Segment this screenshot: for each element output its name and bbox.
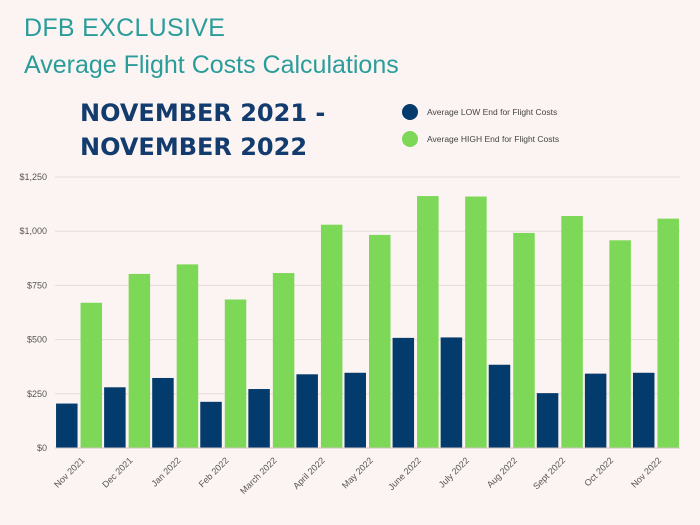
legend-label-high: Average HIGH End for Flight Costs [427, 134, 560, 144]
bar-high [272, 273, 295, 448]
bar-low [296, 374, 318, 448]
x-tick-label: Jan 2022 [149, 455, 182, 488]
bar-high [561, 216, 583, 448]
date-range-headline: NOVEMBER 2021 - NOVEMBER 2022 [80, 99, 326, 161]
bar-high [320, 224, 343, 448]
legend: Average LOW End for Flight Costs Average… [402, 103, 559, 157]
legend-item-low: Average LOW End for Flight Costs [402, 103, 559, 121]
bar-high [80, 302, 103, 448]
x-tick-label: April 2022 [291, 455, 327, 491]
x-tick-label: March 2022 [238, 455, 279, 496]
legend-swatch-high [402, 131, 418, 147]
bar-low [344, 372, 366, 448]
bar-low [248, 389, 270, 448]
x-tick-label: Aug 2022 [485, 455, 519, 489]
bar-high [513, 232, 535, 448]
y-tick-label: $250 [27, 389, 47, 399]
x-tick-label: Nov 2022 [629, 455, 663, 489]
bar-low [488, 364, 511, 448]
y-tick-label: $0 [37, 443, 47, 453]
bar-low [392, 337, 415, 448]
bar-high [128, 273, 151, 448]
x-tick-label: Sept 2022 [531, 455, 567, 491]
bar-low [152, 377, 174, 448]
bar-high [657, 218, 679, 448]
bar-high [609, 240, 631, 448]
bar-high [224, 299, 247, 448]
bar-high [176, 264, 199, 448]
x-tick-label: Oct 2022 [582, 455, 615, 488]
x-tick-label: Dec 2021 [100, 455, 134, 489]
bar-high [465, 196, 487, 448]
chart-subtitle: Average Flight Costs Calculations [24, 51, 399, 79]
bar-high [417, 196, 439, 448]
y-tick-label: $500 [27, 335, 47, 345]
bar-high [369, 234, 391, 448]
x-tick-label: Feb 2022 [197, 455, 231, 489]
y-tick-label: $1,000 [19, 226, 47, 236]
kicker-title: DFB EXCLUSIVE [24, 14, 226, 42]
bar-low [104, 387, 126, 448]
bar-low [632, 372, 655, 448]
y-tick-label: $750 [27, 280, 47, 290]
legend-swatch-low [402, 104, 418, 120]
bar-low [536, 393, 559, 448]
x-tick-label: Nov 2021 [52, 455, 86, 489]
legend-label-low: Average LOW End for Flight Costs [427, 107, 558, 117]
bar-low [200, 401, 222, 448]
x-tick-label: May 2022 [340, 455, 375, 490]
x-tick-label: June 2022 [386, 455, 423, 492]
bar-low [584, 373, 607, 448]
x-tick-label: July 2022 [437, 455, 471, 489]
y-tick-label: $1,250 [19, 172, 47, 182]
bar-low [440, 337, 463, 448]
legend-item-high: Average HIGH End for Flight Costs [402, 130, 559, 148]
bar-low [56, 403, 78, 448]
